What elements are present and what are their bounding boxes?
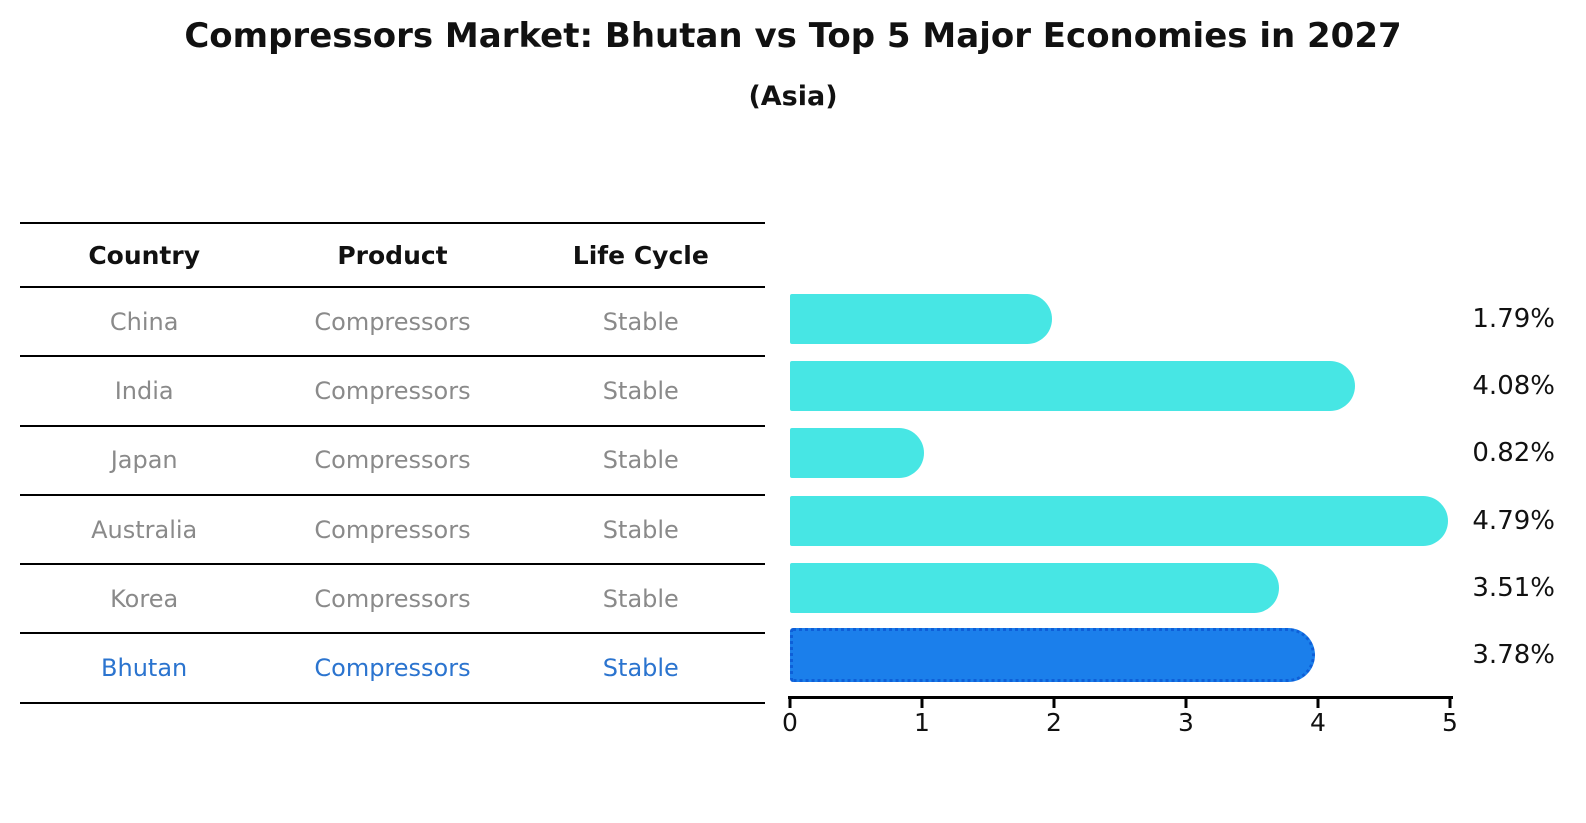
bar-slot bbox=[790, 352, 1450, 419]
value-label-slot: 3.51% bbox=[1455, 554, 1555, 621]
bar-bhutan bbox=[790, 628, 1315, 683]
bar-slot bbox=[790, 621, 1450, 688]
value-label-slot: 4.79% bbox=[1455, 487, 1555, 554]
table-cell-country: Bhutan bbox=[101, 654, 188, 683]
table-cell-life-cycle: Stable bbox=[602, 584, 679, 613]
table-row: India Compressors Stable bbox=[20, 357, 765, 427]
x-tick-mark bbox=[920, 699, 924, 708]
table-row: Japan Compressors Stable bbox=[20, 427, 765, 496]
bar-india bbox=[790, 360, 1355, 411]
value-label-korea: 3.51% bbox=[1472, 572, 1555, 603]
table-cell-country: Australia bbox=[91, 515, 198, 544]
table-cell-product: Compressors bbox=[314, 446, 471, 475]
bar-slot bbox=[790, 487, 1450, 554]
table-cell-product: Compressors bbox=[314, 584, 471, 613]
x-tick-label: 4 bbox=[1310, 708, 1326, 737]
bar-korea bbox=[790, 562, 1280, 613]
table-cell-life-cycle: Stable bbox=[602, 376, 679, 405]
table-row: China Compressors Stable bbox=[20, 288, 765, 358]
table-cell-life-cycle: Stable bbox=[602, 515, 679, 544]
x-tick-mark bbox=[788, 699, 792, 708]
value-label-japan: 0.82% bbox=[1472, 438, 1555, 469]
x-tick-label: 5 bbox=[1442, 708, 1458, 737]
bar-slot bbox=[790, 420, 1450, 487]
table-row: Korea Compressors Stable bbox=[20, 565, 765, 635]
value-label-slot: 3.78% bbox=[1455, 621, 1555, 688]
bars-area bbox=[790, 285, 1450, 689]
x-tick-mark bbox=[1316, 699, 1320, 708]
table-header-life-cycle: Life Cycle bbox=[572, 240, 709, 270]
x-tick-label: 2 bbox=[1046, 708, 1062, 737]
bar-slot bbox=[790, 285, 1450, 352]
x-tick-label: 0 bbox=[782, 708, 798, 737]
x-tick-mark bbox=[1052, 699, 1056, 708]
table-cell-product: Compressors bbox=[314, 376, 471, 405]
chart-title: Compressors Market: Bhutan vs Top 5 Majo… bbox=[184, 16, 1402, 56]
table-cell-life-cycle: Stable bbox=[602, 654, 679, 683]
table-cell-product: Compressors bbox=[314, 515, 471, 544]
table-row: Australia Compressors Stable bbox=[20, 496, 765, 566]
data-table: Country Product Life Cycle China Compres… bbox=[20, 222, 765, 704]
value-label-bhutan: 3.78% bbox=[1472, 640, 1555, 671]
value-label-china: 1.79% bbox=[1472, 303, 1555, 334]
table-body: China Compressors Stable India Compresso… bbox=[20, 288, 765, 704]
value-label-india: 4.08% bbox=[1472, 370, 1555, 401]
x-tick-label: 1 bbox=[914, 708, 930, 737]
table-cell-country: Korea bbox=[110, 584, 179, 613]
table-cell-life-cycle: Stable bbox=[602, 307, 679, 336]
bar-slot bbox=[790, 554, 1450, 621]
value-labels: 1.79% 4.08% 0.82% 4.79% 3.51% 3.78% bbox=[1455, 285, 1555, 689]
bar-japan bbox=[790, 428, 925, 479]
table-cell-country: India bbox=[114, 376, 174, 405]
table-cell-product: Compressors bbox=[314, 307, 471, 336]
table-cell-country: Japan bbox=[110, 446, 178, 475]
table-cell-product: Compressors bbox=[314, 654, 471, 683]
table-header-product: Product bbox=[337, 240, 448, 270]
table-header-country: Country bbox=[88, 240, 201, 270]
chart-subtitle: (Asia) bbox=[748, 81, 838, 112]
table-row: Bhutan Compressors Stable bbox=[20, 634, 765, 704]
x-tick-mark bbox=[1448, 699, 1452, 708]
x-axis-line bbox=[788, 696, 1453, 699]
x-tick-label: 3 bbox=[1178, 708, 1194, 737]
table-header-row: Country Product Life Cycle bbox=[20, 222, 765, 288]
bar-china bbox=[790, 293, 1053, 344]
value-label-australia: 4.79% bbox=[1472, 505, 1555, 536]
table-cell-life-cycle: Stable bbox=[602, 446, 679, 475]
value-label-slot: 4.08% bbox=[1455, 352, 1555, 419]
x-tick-mark bbox=[1184, 699, 1188, 708]
value-label-slot: 0.82% bbox=[1455, 420, 1555, 487]
value-label-slot: 1.79% bbox=[1455, 285, 1555, 352]
bar-australia bbox=[790, 495, 1449, 546]
table-cell-country: China bbox=[109, 307, 179, 336]
